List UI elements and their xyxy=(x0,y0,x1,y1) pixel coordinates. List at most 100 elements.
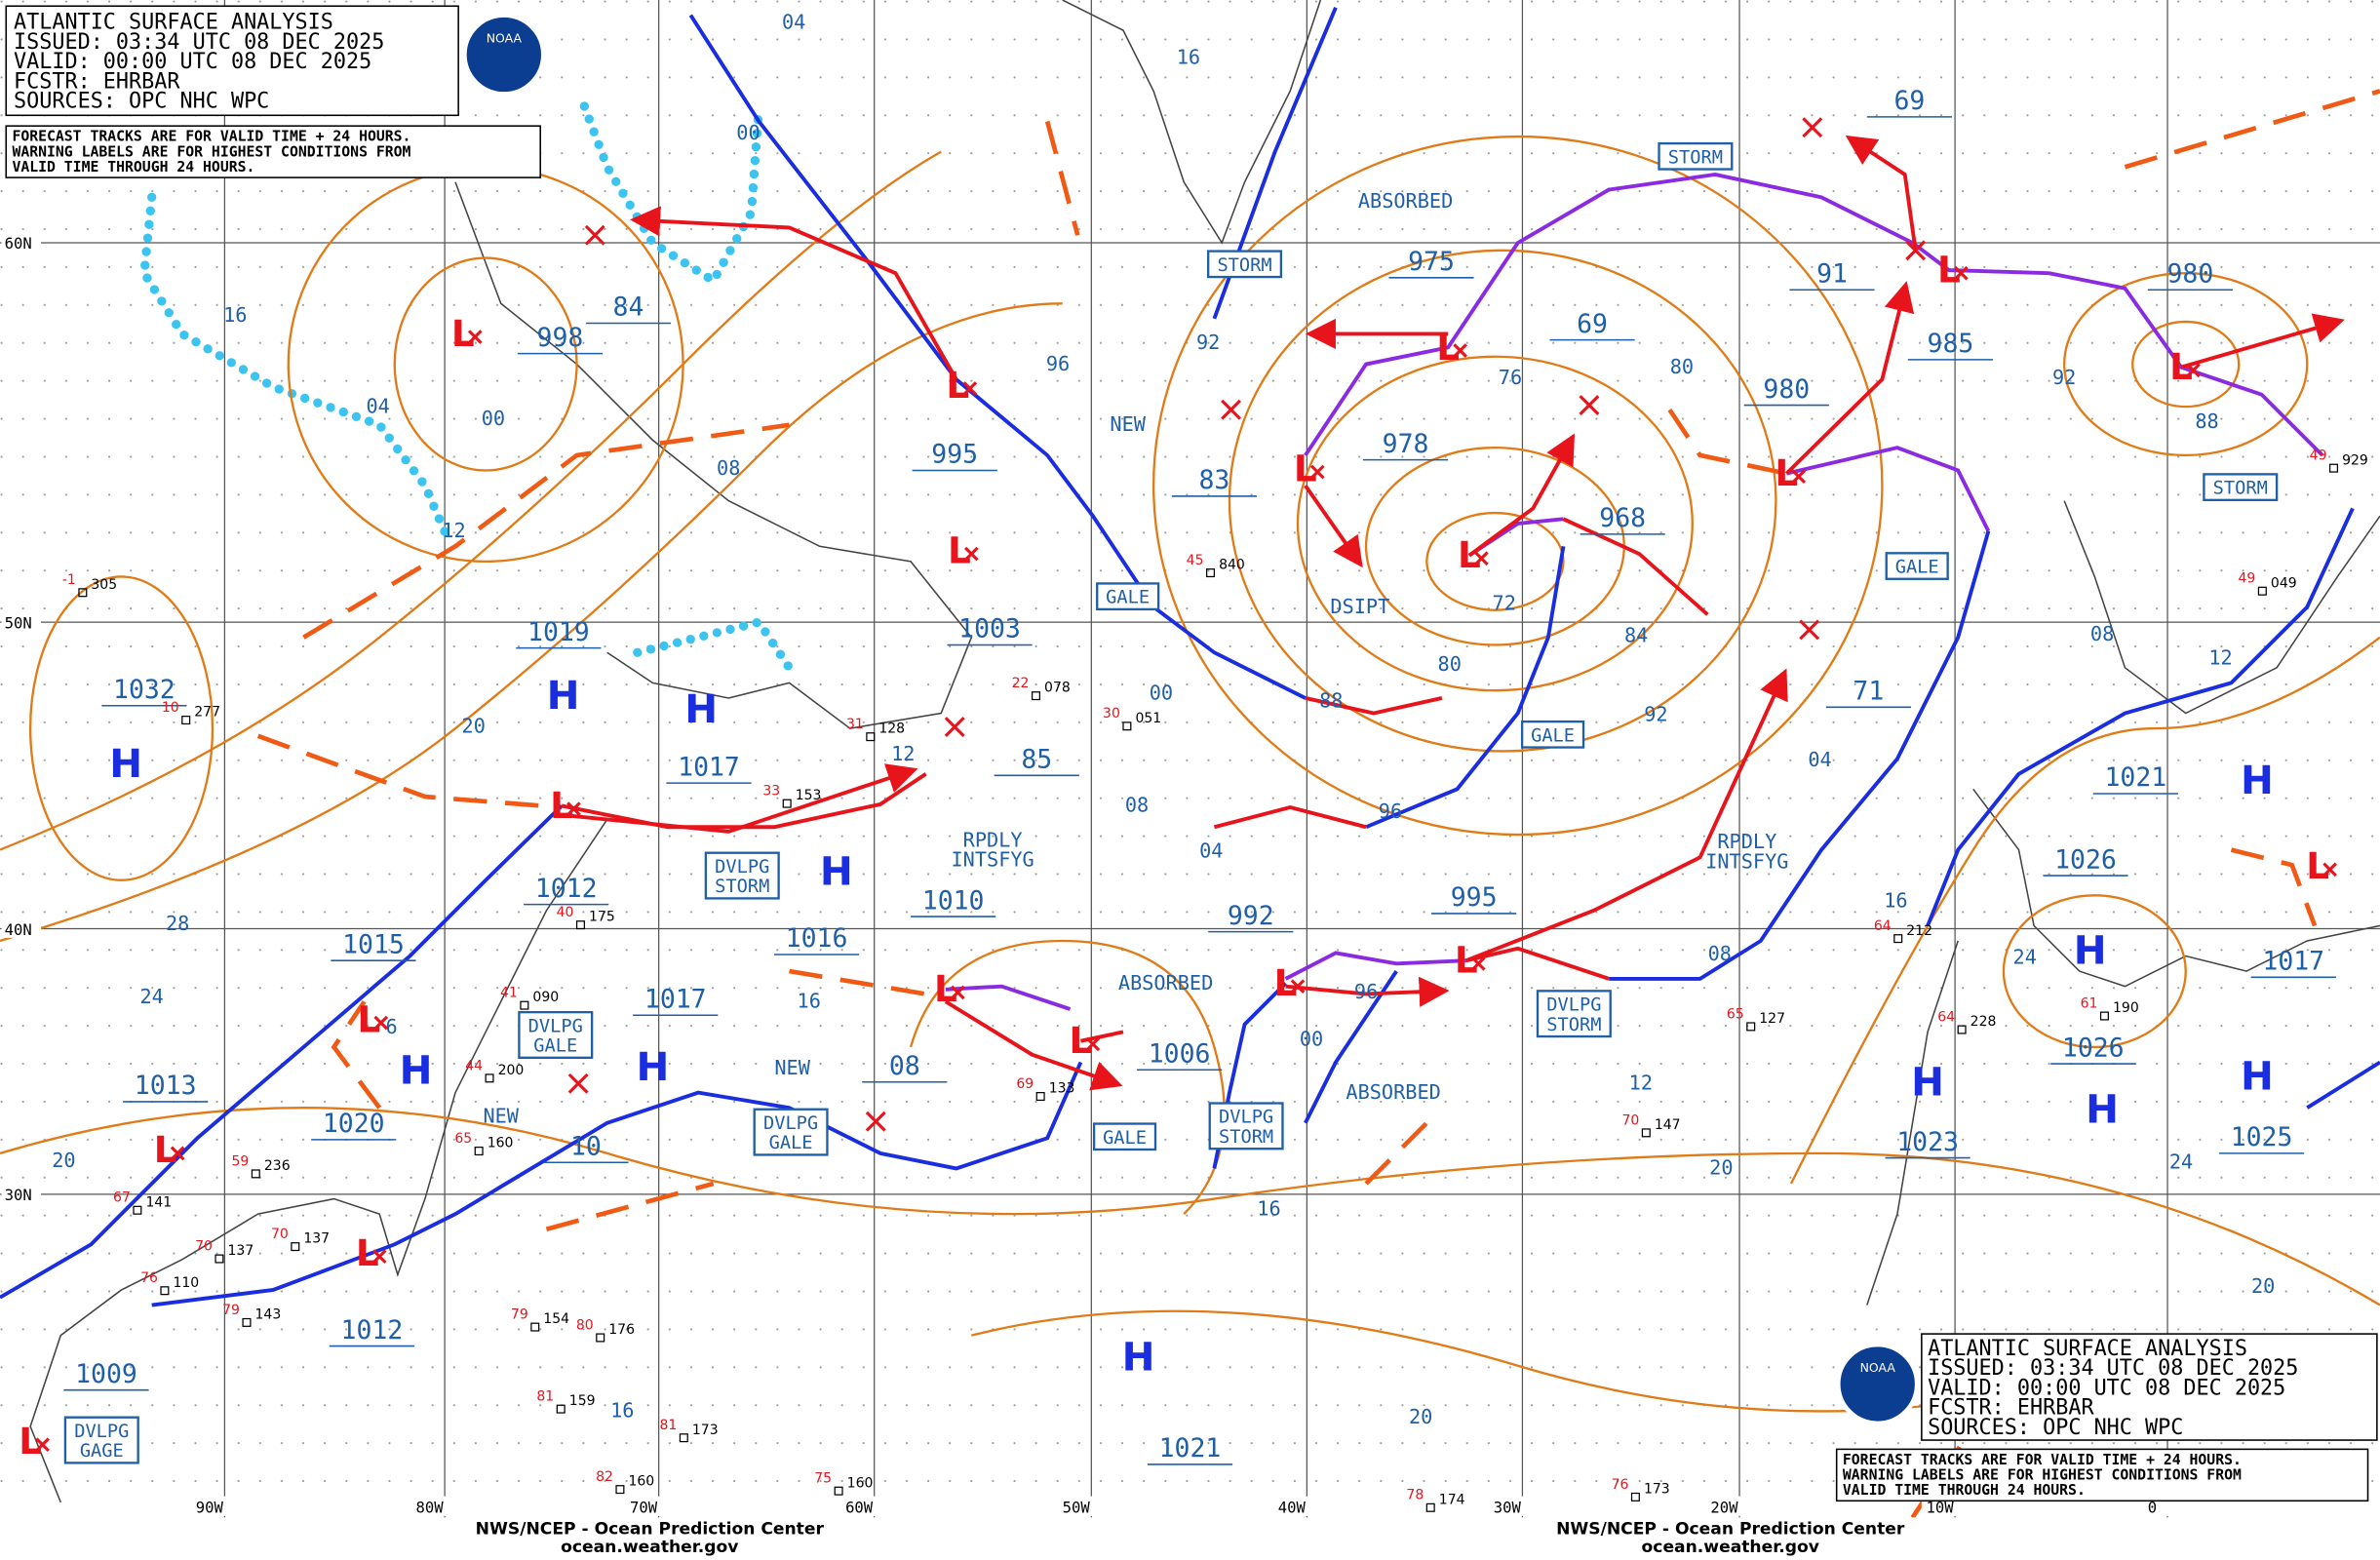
isobar-label: 88 xyxy=(1319,688,1343,712)
central-pressure: 1003 xyxy=(958,614,1021,644)
low-center-x xyxy=(1954,265,1969,281)
isobar-label: 00 xyxy=(1150,682,1173,705)
footer-credit: NWS/NCEP - Ocean Prediction Center xyxy=(476,1520,825,1540)
station-temp: 81 xyxy=(659,1418,677,1433)
forecast-positions xyxy=(567,117,1927,1132)
high-center: H xyxy=(2074,926,2107,973)
central-pressure: 1010 xyxy=(922,885,985,916)
isobar xyxy=(28,575,215,881)
high-center: H xyxy=(1911,1059,1944,1106)
central-pressure: 985 xyxy=(1928,329,1974,359)
warning-box xyxy=(1520,720,1585,749)
station-temp: 79 xyxy=(222,1303,240,1318)
central-pressure: 975 xyxy=(1408,247,1455,277)
lon-label: 50W xyxy=(1063,1500,1091,1517)
note-line: VALID TIME THROUGH 24 HOURS. xyxy=(12,159,254,176)
track xyxy=(561,763,918,834)
isobar-label: 16 xyxy=(798,989,821,1012)
warm-front xyxy=(1305,696,1443,716)
footer-band xyxy=(0,1517,2380,1560)
warning-label: GALE xyxy=(1895,558,1939,578)
isobar-label: 12 xyxy=(891,742,915,765)
high-center: H xyxy=(400,1046,433,1093)
isobar-label: 08 xyxy=(1125,794,1149,817)
header-title: ATLANTIC SURFACE ANALYSIS xyxy=(14,11,333,35)
low-center: L xyxy=(1937,248,1961,291)
station-temp: 67 xyxy=(113,1190,131,1206)
station-temp: 31 xyxy=(846,717,864,732)
isobar xyxy=(2063,271,2309,457)
storm-tracks xyxy=(561,135,2345,1091)
station-pressure: 228 xyxy=(1970,1014,1997,1030)
station-pressure: 173 xyxy=(692,1423,719,1438)
station-temp: 81 xyxy=(536,1389,554,1405)
lon-label: 20W xyxy=(1710,1500,1738,1517)
warning-box xyxy=(518,1010,594,1059)
station-pressure: 212 xyxy=(1906,923,1932,939)
central-pressure: 1017 xyxy=(2262,947,2324,977)
low-center-x xyxy=(1470,956,1486,971)
troughs xyxy=(256,89,2380,1519)
warning-box xyxy=(1208,1102,1284,1150)
isobar-label: 16 xyxy=(1257,1197,1280,1221)
central-pressure: 08 xyxy=(889,1051,920,1081)
lon-label: 10W xyxy=(1926,1500,1954,1517)
forecast-x xyxy=(1802,117,1823,138)
lon-label-bg xyxy=(191,1496,234,1516)
track xyxy=(1465,668,1788,963)
station-marker xyxy=(556,1404,566,1414)
isobar-label: 04 xyxy=(366,394,389,417)
forecast-x xyxy=(944,717,965,737)
isobar-label: 80 xyxy=(1438,652,1462,676)
station-marker xyxy=(1031,691,1041,701)
annotation: RPDLY xyxy=(1717,830,1776,853)
central-pressure: 1021 xyxy=(2104,762,2166,793)
trough xyxy=(789,968,927,996)
central-pressure: 1017 xyxy=(678,752,740,782)
lon-label: 90W xyxy=(196,1500,224,1517)
low-center-x xyxy=(170,1146,185,1161)
station-pressure: 929 xyxy=(2342,452,2368,468)
station-marker xyxy=(1630,1492,1640,1502)
isobar-label: 00 xyxy=(482,407,505,430)
lat-label-bg xyxy=(1,1184,42,1204)
forecast-x xyxy=(567,1072,589,1094)
isobar-label: 84 xyxy=(1624,623,1648,646)
low-center: L xyxy=(154,1128,177,1171)
central-pressure: 978 xyxy=(1383,429,1429,459)
central-pressure: 1016 xyxy=(786,923,848,954)
isobar-label: 92 xyxy=(2052,366,2076,389)
station-marker xyxy=(133,1205,142,1215)
britain-coast xyxy=(2063,500,2380,715)
central-pressure: 83 xyxy=(1198,465,1229,495)
station-temp: 44 xyxy=(465,1058,483,1073)
forecast-x xyxy=(584,224,605,246)
station-marker xyxy=(160,1286,170,1296)
lat-label: 30N xyxy=(5,1187,32,1204)
cold-front xyxy=(1304,970,1398,1124)
low-center: L xyxy=(1274,961,1298,1004)
lat-label: 50N xyxy=(5,614,32,632)
canada-coast xyxy=(454,181,973,729)
warning-label: GALE xyxy=(769,1133,813,1153)
low-center-x xyxy=(1085,1036,1101,1052)
cold-front xyxy=(1365,545,1566,830)
station-pressure: 143 xyxy=(255,1307,282,1323)
fronts xyxy=(0,7,2380,1307)
station-marker xyxy=(1122,722,1132,731)
low-center: L xyxy=(948,528,971,571)
low-center-x xyxy=(1309,464,1325,480)
isobar-label: 24 xyxy=(139,985,163,1008)
station-temp: 78 xyxy=(1406,1488,1424,1503)
warning-label: DVLPG xyxy=(74,1422,129,1442)
lon-label-bg xyxy=(1273,1496,1316,1516)
isobar xyxy=(2002,894,2187,1049)
noaa-logo xyxy=(1835,1342,1920,1426)
station-temp: 79 xyxy=(511,1307,528,1323)
low-center: L xyxy=(357,997,380,1040)
header-box-bottom: ATLANTIC SURFACE ANALYSIS ISSUED: 03:34 … xyxy=(1835,1333,2378,1502)
isobar-label: 20 xyxy=(1409,1405,1432,1428)
track xyxy=(1304,484,1363,568)
station-marker xyxy=(485,1073,494,1083)
